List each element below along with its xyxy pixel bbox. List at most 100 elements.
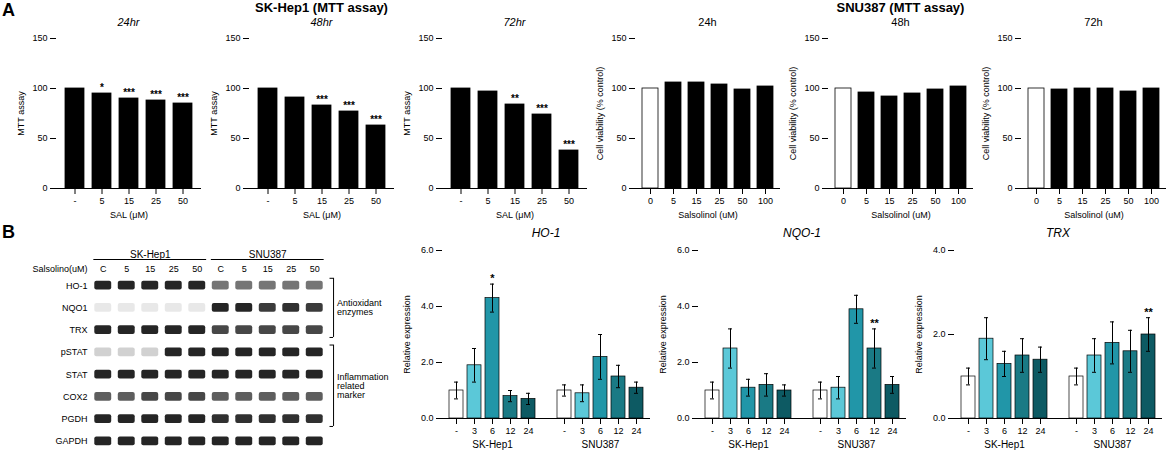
svg-text:50: 50 bbox=[616, 133, 626, 143]
svg-text:0: 0 bbox=[1007, 183, 1012, 193]
svg-text:SAL (μM): SAL (μM) bbox=[496, 210, 534, 220]
svg-text:***: *** bbox=[536, 103, 548, 114]
svg-text:**: ** bbox=[870, 317, 879, 329]
svg-text:5: 5 bbox=[864, 196, 869, 206]
svg-text:150: 150 bbox=[418, 33, 433, 43]
svg-text:***: *** bbox=[343, 100, 355, 111]
svg-text:0: 0 bbox=[1034, 196, 1039, 206]
svg-text:5: 5 bbox=[124, 264, 129, 274]
svg-text:-: - bbox=[267, 196, 270, 206]
svg-text:5: 5 bbox=[99, 196, 104, 206]
svg-text:Inflammationrelatedmarker: Inflammationrelatedmarker bbox=[337, 372, 389, 400]
svg-text:SK-Hep1: SK-Hep1 bbox=[984, 439, 1025, 450]
svg-text:Relative expression: Relative expression bbox=[402, 295, 412, 374]
svg-text:25: 25 bbox=[169, 264, 179, 274]
svg-text:100: 100 bbox=[611, 83, 626, 93]
svg-text:C: C bbox=[218, 264, 225, 274]
svg-text:SK-Hep1: SK-Hep1 bbox=[472, 439, 513, 450]
svg-text:0.0: 0.0 bbox=[421, 413, 434, 423]
svg-text:-: - bbox=[460, 196, 463, 206]
svg-text:15: 15 bbox=[124, 196, 134, 206]
svg-text:MTT assay: MTT assay bbox=[402, 91, 412, 136]
svg-text:2.0: 2.0 bbox=[677, 357, 690, 367]
svg-text:SNU387: SNU387 bbox=[838, 439, 876, 450]
svg-text:24: 24 bbox=[631, 426, 641, 436]
svg-text:15: 15 bbox=[884, 196, 894, 206]
svg-text:12: 12 bbox=[505, 426, 515, 436]
svg-text:24: 24 bbox=[1035, 426, 1045, 436]
svg-text:***: *** bbox=[563, 139, 575, 150]
svg-text:**: ** bbox=[511, 93, 519, 104]
svg-text:SNU387: SNU387 bbox=[249, 249, 287, 260]
svg-text:MTT assay: MTT assay bbox=[209, 91, 219, 136]
svg-text:150: 150 bbox=[997, 33, 1012, 43]
svg-text:100: 100 bbox=[758, 196, 773, 206]
svg-text:4.0: 4.0 bbox=[421, 301, 434, 311]
svg-text:Salsolinol (uM): Salsolinol (uM) bbox=[678, 210, 738, 220]
svg-text:12: 12 bbox=[613, 426, 623, 436]
svg-text:24: 24 bbox=[523, 426, 533, 436]
svg-text:5: 5 bbox=[485, 196, 490, 206]
svg-text:12: 12 bbox=[1125, 426, 1135, 436]
svg-text:HO-1: HO-1 bbox=[66, 281, 88, 291]
svg-text:-: - bbox=[967, 426, 970, 436]
svg-text:***: *** bbox=[316, 94, 328, 105]
svg-text:25: 25 bbox=[537, 196, 547, 206]
svg-text:25: 25 bbox=[286, 264, 296, 274]
svg-text:2.0: 2.0 bbox=[421, 357, 434, 367]
svg-text:50: 50 bbox=[1123, 196, 1133, 206]
svg-text:12: 12 bbox=[869, 426, 879, 436]
svg-text:***: *** bbox=[150, 89, 162, 100]
svg-text:Salsolinol (uM): Salsolinol (uM) bbox=[871, 210, 931, 220]
svg-text:50: 50 bbox=[737, 196, 747, 206]
svg-text:0: 0 bbox=[814, 183, 819, 193]
svg-text:25: 25 bbox=[907, 196, 917, 206]
svg-text:pSTAT: pSTAT bbox=[61, 347, 88, 357]
svg-text:*: * bbox=[490, 272, 495, 284]
svg-text:-: - bbox=[455, 426, 458, 436]
svg-text:0: 0 bbox=[428, 183, 433, 193]
svg-text:6.0: 6.0 bbox=[677, 245, 690, 255]
svg-text:5: 5 bbox=[292, 196, 297, 206]
svg-text:***: *** bbox=[123, 87, 135, 98]
svg-text:5: 5 bbox=[1057, 196, 1062, 206]
svg-text:12: 12 bbox=[761, 426, 771, 436]
svg-text:GAPDH: GAPDH bbox=[55, 436, 87, 446]
svg-text:6: 6 bbox=[854, 426, 859, 436]
svg-text:6: 6 bbox=[746, 426, 751, 436]
svg-text:6.0: 6.0 bbox=[421, 245, 434, 255]
svg-text:150: 150 bbox=[32, 33, 47, 43]
svg-text:25: 25 bbox=[714, 196, 724, 206]
svg-text:50: 50 bbox=[564, 196, 574, 206]
svg-text:STAT: STAT bbox=[66, 370, 88, 380]
svg-text:SAL (μM): SAL (μM) bbox=[303, 210, 341, 220]
svg-text:15: 15 bbox=[145, 264, 155, 274]
svg-text:50: 50 bbox=[1002, 133, 1012, 143]
svg-text:50: 50 bbox=[423, 133, 433, 143]
svg-text:SK-Hep1: SK-Hep1 bbox=[728, 439, 769, 450]
svg-text:Cell viability (% control): Cell viability (% control) bbox=[981, 67, 991, 161]
svg-text:*: * bbox=[100, 82, 104, 93]
svg-text:100: 100 bbox=[951, 196, 966, 206]
svg-text:-: - bbox=[819, 426, 822, 436]
svg-text:4.0: 4.0 bbox=[933, 245, 946, 255]
svg-text:-: - bbox=[563, 426, 566, 436]
svg-text:50: 50 bbox=[371, 196, 381, 206]
svg-text:Cell viability (% control): Cell viability (% control) bbox=[595, 67, 605, 161]
svg-text:**: ** bbox=[1144, 306, 1153, 318]
svg-text:5: 5 bbox=[671, 196, 676, 206]
svg-text:COX2: COX2 bbox=[63, 392, 88, 402]
svg-text:5: 5 bbox=[242, 264, 247, 274]
svg-text:2.0: 2.0 bbox=[933, 329, 946, 339]
svg-text:50: 50 bbox=[37, 133, 47, 143]
svg-text:4.0: 4.0 bbox=[677, 301, 690, 311]
svg-text:100: 100 bbox=[225, 83, 240, 93]
svg-text:100: 100 bbox=[804, 83, 819, 93]
svg-text:50: 50 bbox=[192, 264, 202, 274]
svg-text:15: 15 bbox=[691, 196, 701, 206]
svg-text:***: *** bbox=[370, 114, 382, 125]
svg-text:50: 50 bbox=[930, 196, 940, 206]
svg-text:SAL (μM): SAL (μM) bbox=[110, 210, 148, 220]
svg-text:3: 3 bbox=[836, 426, 841, 436]
svg-text:NQO1: NQO1 bbox=[62, 303, 88, 313]
